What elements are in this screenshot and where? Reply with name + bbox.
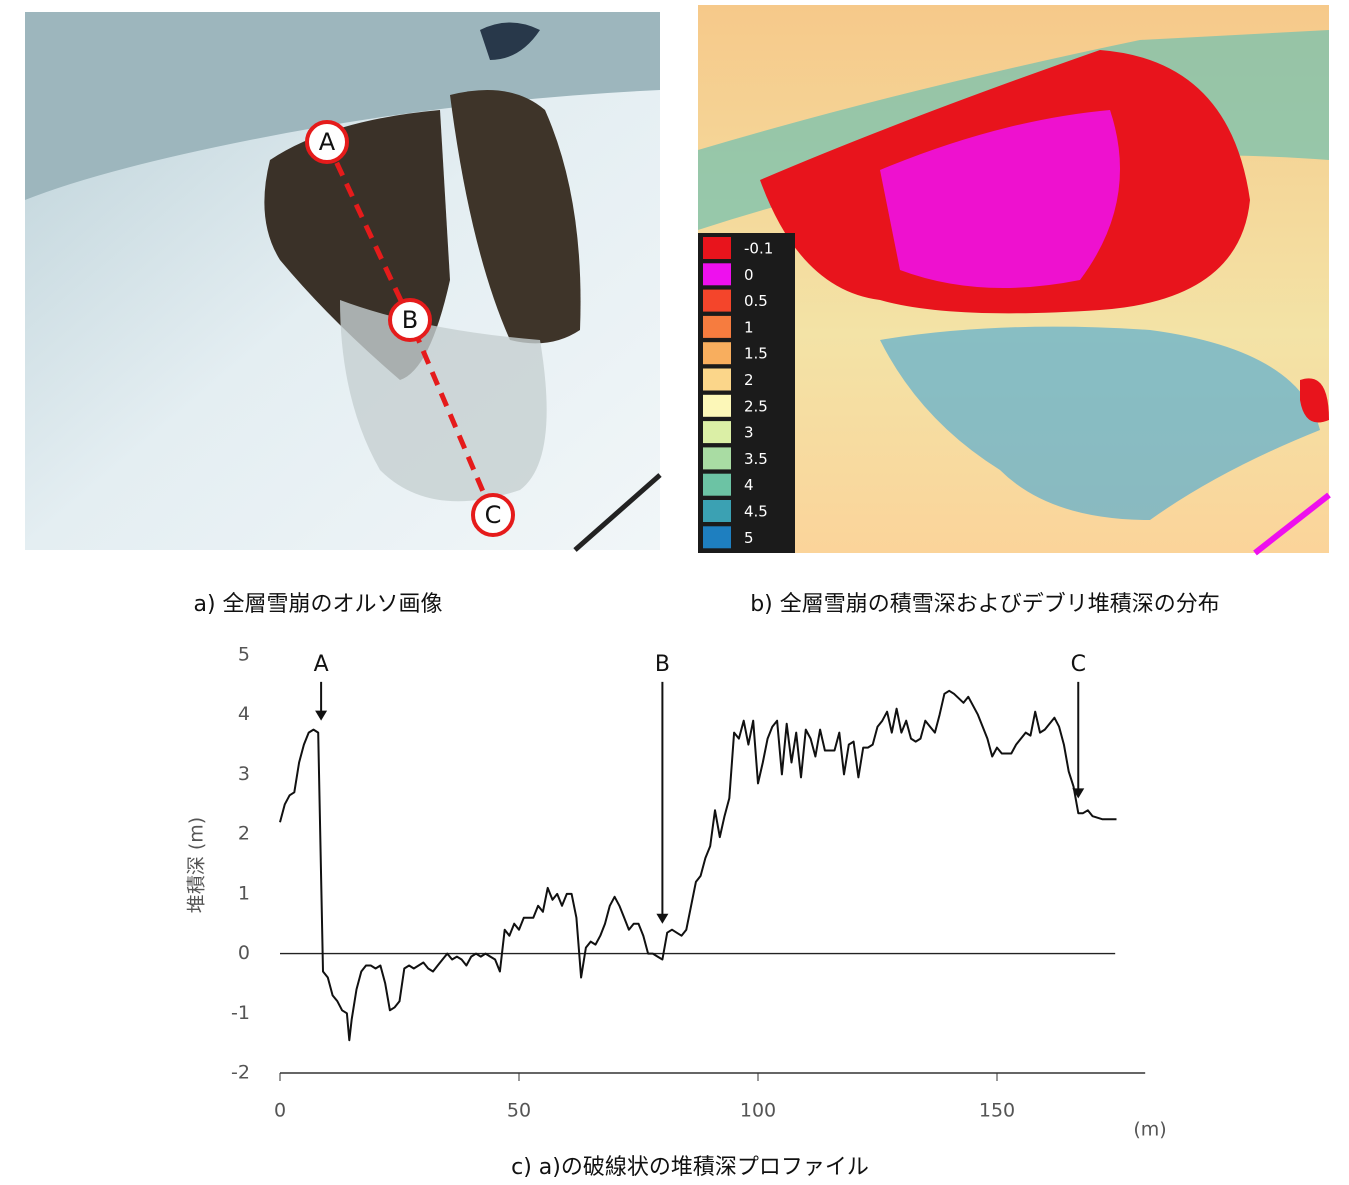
y-tick-label: 4 [238,703,250,725]
x-tick-label: 150 [979,1100,1015,1122]
ortho-image [25,12,660,550]
y-tick-label: 0 [238,942,250,964]
caption: b) 全層雪崩の積雪深およびデブリ堆積深の分布 [750,592,1220,617]
annotation-label: C [1071,652,1086,677]
marker: B [390,300,430,340]
legend-label: 3.5 [744,450,768,468]
x-tick-label: 50 [507,1100,531,1122]
marker: C [473,495,513,535]
legend-label: 0.5 [744,292,768,310]
depth-map [698,5,1329,553]
marker-label: C [485,501,502,529]
legend-label: 4 [744,476,754,494]
x-tick-label: 100 [740,1100,776,1122]
marker-label: A [319,128,336,156]
legend-swatch [703,474,731,496]
y-tick-label: 3 [238,763,250,785]
profile-line [280,691,1117,1040]
y-tick-label: 2 [238,823,250,845]
y-tick-label: -1 [231,1002,250,1024]
legend-label: 0 [744,266,754,284]
x-axis-unit: (m) [1133,1119,1166,1141]
y-tick-label: 5 [238,644,250,666]
legend-label: 1 [744,318,754,336]
arrow-head [315,711,327,721]
legend-label: 2.5 [744,397,768,415]
annotation-label: A [314,652,329,677]
legend-swatch [703,342,731,364]
legend-swatch [703,395,731,417]
arrow-head [656,914,668,924]
y-tick-label: 1 [238,882,250,904]
legend-swatch [703,369,731,391]
y-axis-label: 堆積深 (m) [186,817,208,913]
legend-label: 1.5 [744,345,768,363]
legend-label: -0.1 [744,240,773,258]
marker-label: B [402,306,418,334]
marker: A [307,122,347,162]
legend-label: 4.5 [744,503,768,521]
legend-swatch [703,290,731,312]
legend-swatch [703,237,731,259]
legend-label: 3 [744,424,754,442]
caption: a) 全層雪崩のオルソ画像 [193,592,442,617]
legend-label: 2 [744,371,754,389]
legend-swatch [703,316,731,338]
annotation-label: B [655,652,670,677]
figure: A B C a) 全層雪崩のオルソ画像 -0.1 0 0.5 1 1.5 2 2.5 3 3.5… [0,0,1349,1185]
legend-swatch [703,500,731,522]
y-tick-label: -2 [231,1062,250,1084]
legend-swatch [703,447,731,469]
legend-swatch [703,526,731,548]
legend-swatch [703,421,731,443]
x-tick-label: 0 [274,1100,286,1122]
legend-label: 5 [744,529,754,547]
legend-swatch [703,263,731,285]
caption: c) a)の破線状の堆積深プロファイル [511,1155,869,1180]
